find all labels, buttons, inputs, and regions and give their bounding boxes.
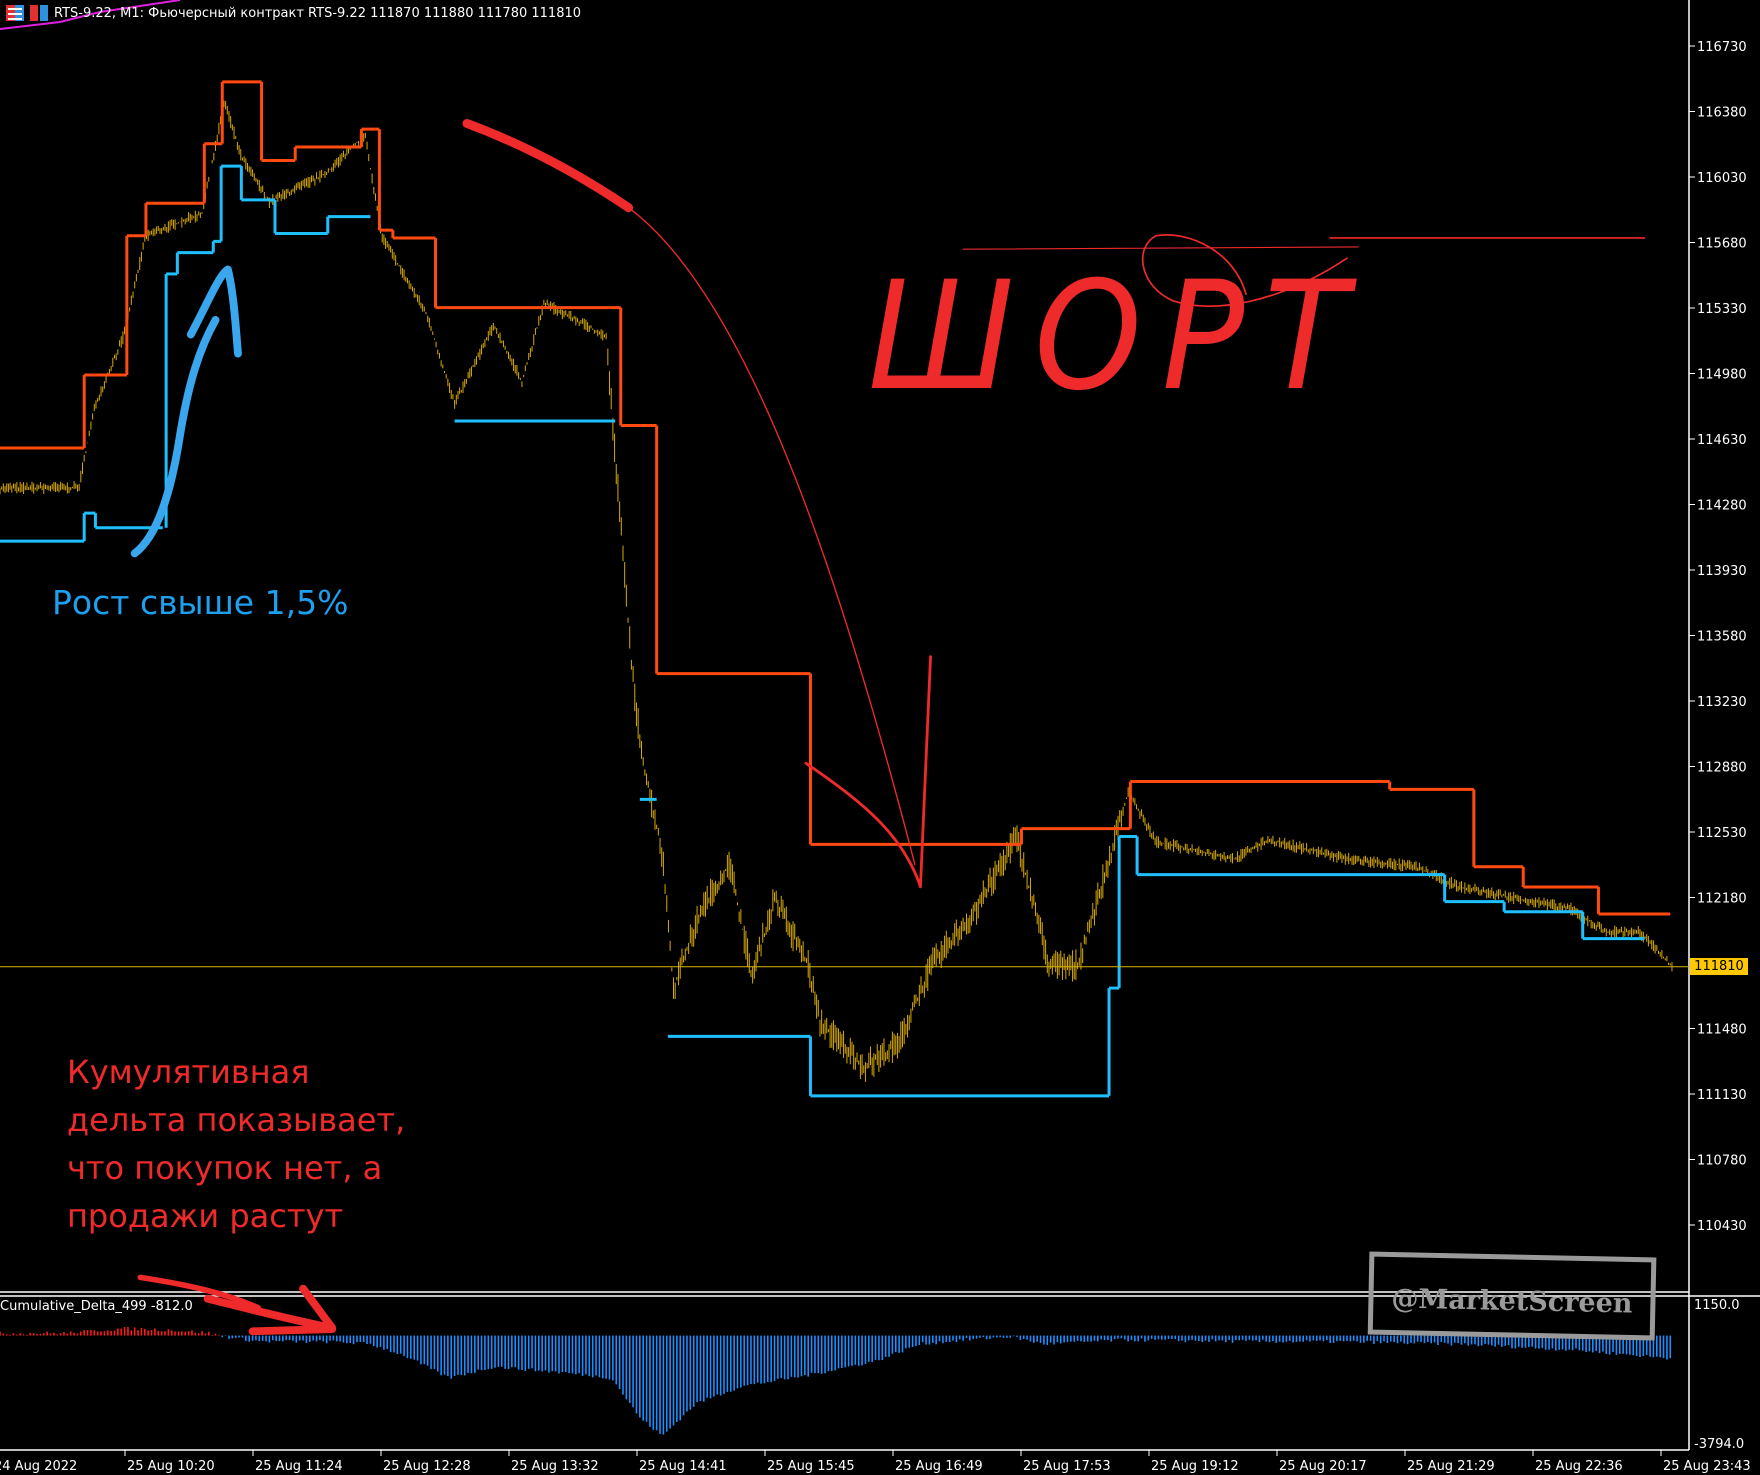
price-label: 116380	[1697, 106, 1747, 121]
magenta-indicator-line	[0, 0, 181, 30]
price-label: 110780	[1697, 1154, 1747, 1169]
price-label: 115330	[1697, 302, 1747, 317]
time-label: 25 Aug 20:17	[1279, 1459, 1367, 1474]
cumulative-delta-histogram	[0, 1327, 1672, 1435]
price-label: 116030	[1697, 171, 1747, 186]
time-label: 25 Aug 10:20	[127, 1459, 215, 1474]
support-resistance-levels	[0, 80, 1671, 1098]
price-label: 114280	[1697, 499, 1747, 514]
time-label: 25 Aug 16:49	[895, 1459, 983, 1474]
chart-header: RTS-9.22, M1: Фьючерсный контракт RTS-9.…	[0, 0, 581, 26]
price-label: 114980	[1697, 368, 1747, 383]
time-label: 24 Aug 2022	[0, 1459, 77, 1474]
handwritten-short-word: ШОРТ	[868, 250, 1368, 424]
time-label: 25 Aug 17:53	[1023, 1459, 1111, 1474]
time-label: 25 Aug 19:12	[1151, 1459, 1239, 1474]
chart-properties-icon[interactable]	[30, 5, 48, 21]
time-label: 25 Aug 12:28	[383, 1459, 471, 1474]
current-price-tag: 111810	[1690, 957, 1748, 975]
delta-max-label: 1150.0	[1694, 1298, 1740, 1313]
price-label: 110430	[1697, 1219, 1747, 1234]
time-label: 25 Aug 13:32	[511, 1459, 599, 1474]
time-label: 25 Aug 21:29	[1407, 1459, 1495, 1474]
price-label: 113930	[1697, 564, 1747, 579]
time-label: 25 Aug 23:43	[1663, 1459, 1751, 1474]
blue-arrow-drawing	[130, 265, 242, 558]
delta-annotation: Кумулятивная дельта показывает, что поку…	[67, 1048, 405, 1240]
price-label: 112530	[1697, 826, 1747, 841]
delta-note-line: что покупок нет, а	[67, 1149, 383, 1187]
delta-min-label: -3794.0	[1694, 1437, 1744, 1452]
chart-title: RTS-9.22, M1: Фьючерсный контракт RTS-9.…	[54, 5, 582, 21]
price-label: 111480	[1697, 1023, 1747, 1038]
price-label: 113230	[1697, 695, 1747, 710]
delta-note-line: продажи растут	[67, 1197, 344, 1235]
growth-annotation: Рост свыше 1,5%	[52, 583, 349, 622]
delta-note-line: дельта показывает,	[67, 1101, 406, 1139]
time-label: 25 Aug 11:24	[255, 1459, 343, 1474]
data-window-icon[interactable]	[6, 5, 24, 21]
price-bars	[0, 100, 1673, 1082]
price-label: 116730	[1697, 40, 1747, 55]
time-label: 25 Aug 14:41	[639, 1459, 727, 1474]
time-label: 25 Aug 22:36	[1535, 1459, 1623, 1474]
price-label: 111130	[1697, 1088, 1747, 1103]
watermark-logo: @MarketScreen	[1367, 1251, 1657, 1341]
delta-note-line: Кумулятивная	[67, 1053, 310, 1091]
red-drawing	[137, 118, 1646, 1336]
price-label: 113580	[1697, 630, 1747, 645]
price-label: 112180	[1697, 892, 1747, 907]
time-label: 25 Aug 15:45	[767, 1459, 855, 1474]
price-label: 114630	[1697, 433, 1747, 448]
indicator-label: Cumulative_Delta_499 -812.0	[0, 1299, 193, 1314]
price-label: 115680	[1697, 237, 1747, 252]
svg-text:@MarketScreen: @MarketScreen	[1391, 1283, 1633, 1319]
price-label: 112880	[1697, 761, 1747, 776]
